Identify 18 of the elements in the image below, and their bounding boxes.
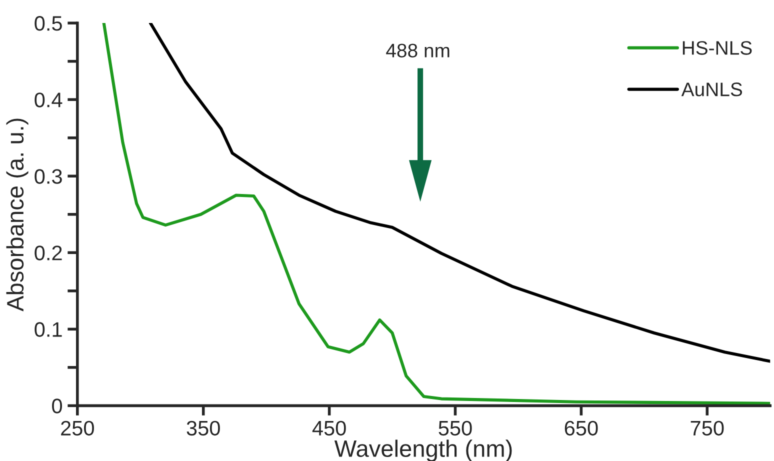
annotation: 488 nm xyxy=(386,44,450,58)
y-tick-label: 0.2 xyxy=(34,246,62,260)
legend-label: AuNLS xyxy=(681,82,742,96)
x-tick-label: 650 xyxy=(564,420,598,436)
x-tick-label: 350 xyxy=(186,420,220,436)
y-tick-label: 0.1 xyxy=(34,322,62,337)
y-tick-label: 0 xyxy=(52,398,62,414)
x-tick-label: 750 xyxy=(690,420,724,436)
y-tick-label: 0.5 xyxy=(34,16,62,31)
line-series xyxy=(148,23,770,363)
x-tick-label: 450 xyxy=(312,420,346,436)
line-series xyxy=(102,23,770,405)
x-tick-label: 250 xyxy=(61,420,94,436)
x-tick-label: 550 xyxy=(438,420,472,436)
y-axis-title: Absorbance (a. u.) xyxy=(6,118,28,312)
y-tick-label: 0.4 xyxy=(34,92,62,108)
y-tick-label: 0.3 xyxy=(34,169,62,184)
legend-label: HS-NLS xyxy=(682,41,752,55)
